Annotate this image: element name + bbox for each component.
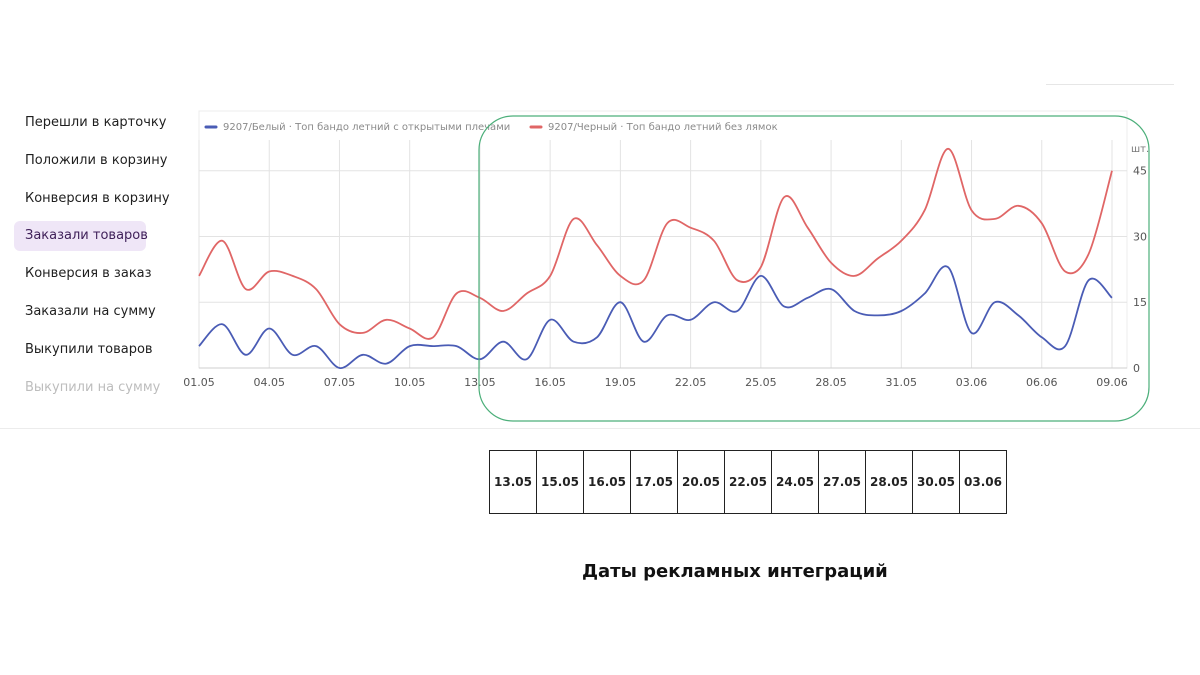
sidebar-item-1[interactable]: Положили в корзину [25,152,168,168]
y-tick-label: 30 [1133,230,1147,243]
sidebar-item-4[interactable]: Конверсия в заказ [25,266,152,282]
ad-date-cell: 17.05 [630,450,678,514]
x-tick-label: 07.05 [324,376,356,389]
ad-date-cell: 03.06 [959,450,1007,514]
sidebar-item-6[interactable]: Выкупили товаров [25,341,153,357]
series-line-1 [198,147,1113,340]
y-unit-label: шт. [1131,144,1149,155]
chart-legend: 9207/Белый · Топ бандо летний с открытым… [204,122,778,133]
x-tick-label: 22.05 [675,376,707,389]
x-tick-label: 01.05 [183,376,215,389]
series-line-0 [198,265,1113,369]
ad-dates-row: 13.05 15.05 16.05 17.05 20.05 22.05 24.05 27.05… [489,450,1007,514]
ad-date-cell: 22.05 [724,450,772,514]
chart-grid [198,110,1128,369]
sidebar-item-3[interactable]: Заказали товаров [14,221,148,252]
ad-date-cell: 20.05 [677,450,725,514]
legend-label: 9207/Черный · Топ бандо летний без лямок [548,122,778,133]
metrics-sidebar: Перешли в карточку Положили в корзину Конв… [14,108,184,410]
ad-dates-table: 13.05 15.05 16.05 17.05 20.05 22.05 24.05 27.05… [489,450,1007,514]
x-tick-label: 09.06 [1096,376,1128,389]
section-divider [0,428,1200,429]
ad-dates-caption: Даты рекламных интеграций [582,561,888,582]
sidebar-item-5[interactable]: Заказали на сумму [25,303,156,319]
y-tick-label: 0 [1133,362,1140,375]
ad-date-cell: 27.05 [818,450,866,514]
sidebar-item-2[interactable]: Конверсия в корзину [25,190,170,206]
ad-date-cell: 13.05 [489,450,537,514]
sidebar-item-7[interactable]: Выкупили на сумму [25,379,161,395]
x-tick-label: 19.05 [605,376,637,389]
x-tick-label: 25.05 [745,376,777,389]
sidebar-item-0[interactable]: Перешли в карточку [25,115,167,130]
y-tick-label: 15 [1133,296,1147,309]
ad-date-cell: 24.05 [771,450,819,514]
x-tick-label: 28.05 [815,376,847,389]
x-tick-label: 06.06 [1026,376,1058,389]
x-tick-label: 16.05 [534,376,566,389]
ad-date-cell: 15.05 [536,450,584,514]
x-tick-label: 31.05 [886,376,918,389]
ad-date-cell: 28.05 [865,450,913,514]
y-axis-ticks: 0 15 30 45 шт. [1131,144,1149,375]
header-rule [1046,84,1174,85]
plot-frame [198,110,1128,369]
x-tick-label: 13.05 [464,376,496,389]
orders-line-chart: 9207/Белый · Топ бандо летний с открытым… [183,110,1150,422]
ad-date-cell: 16.05 [583,450,631,514]
x-tick-label: 03.06 [956,376,988,389]
x-tick-label: 10.05 [394,376,426,389]
legend-label: 9207/Белый · Топ бандо летний с открытым… [223,122,510,133]
ad-period-highlight [478,115,1150,422]
series-lines [198,147,1113,369]
y-tick-label: 45 [1133,165,1147,178]
x-axis-ticks: 01.05 04.05 07.05 10.05 13.05 16.05 19.05 22.05… [183,376,1128,389]
x-tick-label: 04.05 [253,376,285,389]
ad-date-cell: 30.05 [912,450,960,514]
